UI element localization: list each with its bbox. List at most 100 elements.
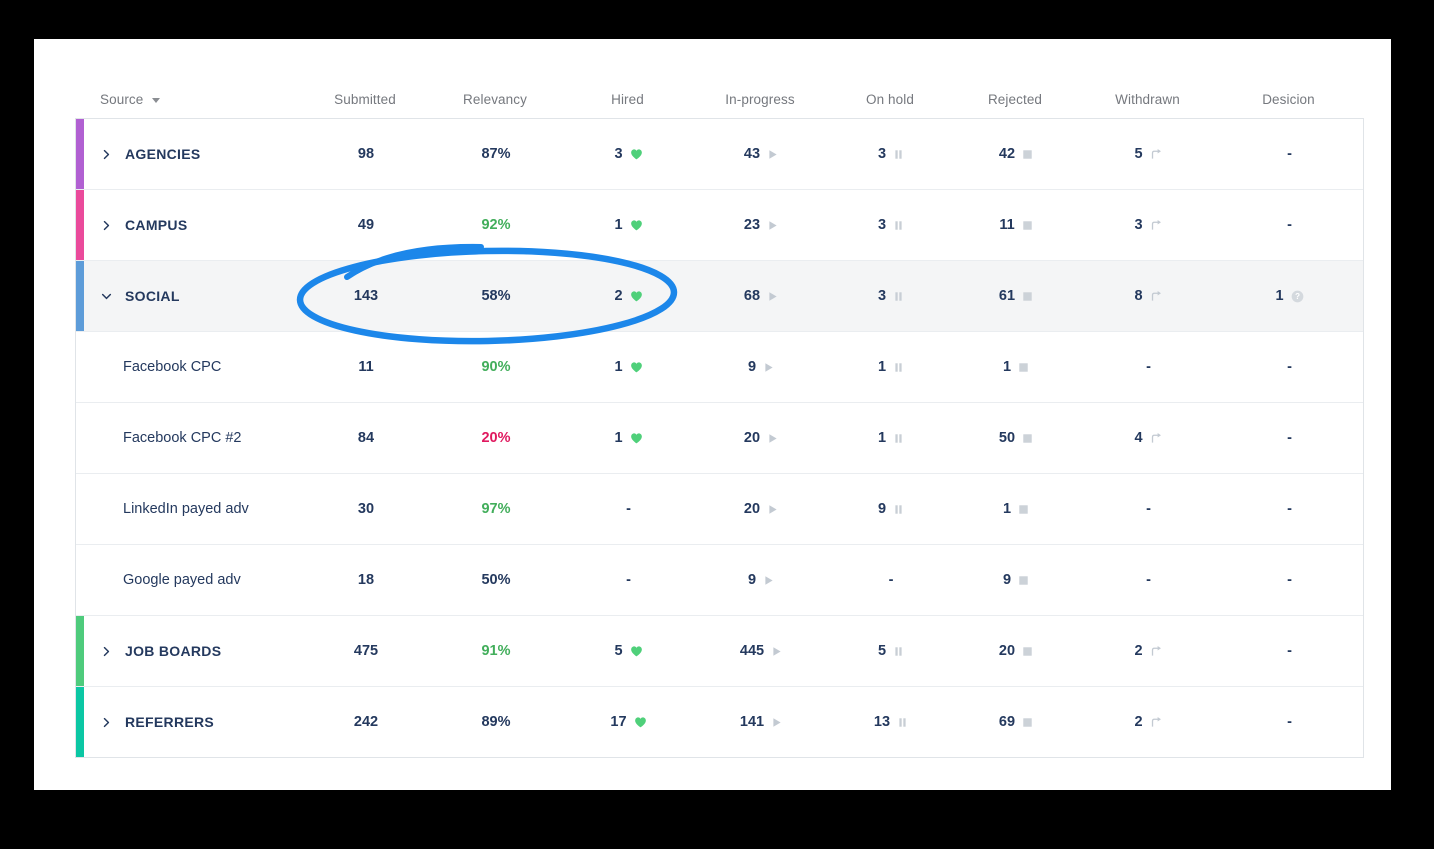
column-header-rejected: Rejected	[987, 92, 1043, 107]
cell-relevancy: 20%	[426, 430, 566, 446]
cell-value: 1	[614, 359, 623, 375]
cell-withdrawn: -	[1081, 359, 1216, 375]
heart-icon	[630, 219, 643, 232]
cell-rejected: 9	[951, 572, 1081, 588]
cell-value: 2	[1134, 714, 1143, 730]
cell-value: 2	[1134, 643, 1143, 659]
cell-on_hold: 1	[831, 430, 951, 446]
pause-icon	[893, 504, 904, 515]
collapse-chevron-icon[interactable]	[100, 291, 112, 302]
source-group-row[interactable]: REFERRERS 242 89% 17 141 13 69 2 -	[76, 687, 1363, 757]
cell-value: 5	[614, 643, 623, 659]
play-icon	[771, 646, 782, 657]
cell-value: 242	[353, 714, 379, 730]
cell-on_hold: 5	[831, 643, 951, 659]
column-header-decision: Desicion	[1262, 92, 1315, 107]
cell-in_progress: 141	[691, 714, 831, 730]
source-child-row[interactable]: LinkedIn payed adv 30 97% - 20 9 1 - -	[76, 474, 1363, 545]
play-icon	[771, 717, 782, 728]
cell-submitted: 11	[306, 359, 426, 375]
cell-value: 1	[614, 217, 623, 233]
source-cell: SOCIAL	[76, 288, 306, 304]
cell-decision: -	[1216, 501, 1363, 517]
cell-rejected: 42	[951, 146, 1081, 162]
cell-value: 3	[614, 146, 623, 162]
cell-value: 9	[1002, 572, 1012, 588]
cell-submitted: 18	[306, 572, 426, 588]
cell-withdrawn: 8	[1081, 288, 1216, 304]
expand-chevron-icon[interactable]	[100, 149, 112, 160]
cell-withdrawn: 4	[1081, 430, 1216, 446]
source-group-row[interactable]: JOB BOARDS 475 91% 5 445 5 20 2 -	[76, 616, 1363, 687]
source-child-row[interactable]: Google payed adv 18 50% - 9 - 9 - -	[76, 545, 1363, 616]
expand-chevron-icon[interactable]	[100, 220, 112, 231]
source-child-row[interactable]: Facebook CPC #2 84 20% 1 20 1 50 4 -	[76, 403, 1363, 474]
cell-on_hold: 1	[831, 359, 951, 375]
cell-withdrawn: -	[1081, 572, 1216, 588]
cell-value: 9	[877, 501, 887, 517]
source-group-row[interactable]: AGENCIES 98 87% 3 43 3 42 5 -	[76, 119, 1363, 190]
column-header-relevancy: Relevancy	[463, 92, 527, 107]
source-child-row[interactable]: Facebook CPC 11 90% 1 9 1 1- -	[76, 332, 1363, 403]
source-group-row[interactable]: SOCIAL 143 58% 2 68 3 61 8 1?	[76, 261, 1363, 332]
source-group-row[interactable]: CAMPUS 49 92% 1 23 3 11 3 -	[76, 190, 1363, 261]
cell-decision: -	[1216, 217, 1363, 233]
source-cell: Google payed adv	[76, 572, 306, 588]
cell-value: 58%	[481, 288, 511, 304]
cell-value: 23	[743, 217, 761, 233]
column-header-hired: Hired	[611, 92, 644, 107]
cell-value: -	[1287, 501, 1292, 517]
cell-value: 42	[998, 146, 1016, 162]
cell-value: 11	[358, 359, 374, 375]
cell-value: -	[1287, 217, 1292, 233]
source-color-bar	[76, 616, 84, 686]
expand-chevron-icon[interactable]	[100, 717, 112, 728]
cell-value: 141	[739, 714, 765, 730]
table-body: AGENCIES 98 87% 3 43 3 42 5- CAMPUS 49 92% 1 23 3 11 3-…	[76, 119, 1363, 757]
cell-in_progress: 68	[691, 288, 831, 304]
source-label: LinkedIn payed adv	[123, 501, 249, 517]
stop-icon	[1022, 433, 1033, 444]
cell-hired: 1	[566, 217, 691, 233]
column-header-in-progress: In-progress	[725, 92, 795, 107]
cell-rejected: 50	[951, 430, 1081, 446]
cell-value: -	[1146, 501, 1151, 517]
stop-icon	[1018, 362, 1029, 373]
cell-submitted: 49	[306, 217, 426, 233]
stop-icon	[1022, 220, 1033, 231]
cell-submitted: 30	[306, 501, 426, 517]
cell-in_progress: 9	[691, 359, 831, 375]
cell-value: 87%	[481, 146, 511, 162]
cell-rejected: 1	[951, 501, 1081, 517]
play-icon	[763, 575, 774, 586]
cell-value: 9	[747, 359, 757, 375]
cell-in_progress: 445	[691, 643, 831, 659]
source-label: Facebook CPC #2	[123, 430, 242, 446]
cell-value: 49	[357, 217, 375, 233]
column-header-submitted: Submitted	[334, 92, 396, 107]
play-icon	[767, 291, 778, 302]
source-cell: JOB BOARDS	[76, 643, 306, 659]
cell-value: 445	[739, 643, 765, 659]
cell-on_hold: 3	[831, 288, 951, 304]
cell-decision: -	[1216, 714, 1363, 730]
stop-icon	[1018, 504, 1029, 515]
source-color-bar	[76, 687, 84, 757]
column-header-source[interactable]: Source	[75, 92, 305, 118]
cell-withdrawn: 2	[1081, 714, 1216, 730]
cell-decision: -	[1216, 146, 1363, 162]
cell-decision: -	[1216, 643, 1363, 659]
play-icon	[767, 433, 778, 444]
corner-arrow-icon	[1150, 148, 1163, 161]
cell-value: 3	[877, 146, 887, 162]
cell-in_progress: 20	[691, 501, 831, 517]
heart-icon	[630, 290, 643, 303]
source-label: REFERRERS	[125, 714, 215, 730]
cell-submitted: 475	[306, 643, 426, 659]
cell-on_hold: -	[831, 572, 951, 588]
expand-chevron-icon[interactable]	[100, 646, 112, 657]
heart-icon	[634, 716, 647, 729]
cell-decision: -	[1216, 430, 1363, 446]
cell-value: 1	[877, 430, 887, 446]
cell-value: 69	[998, 714, 1016, 730]
